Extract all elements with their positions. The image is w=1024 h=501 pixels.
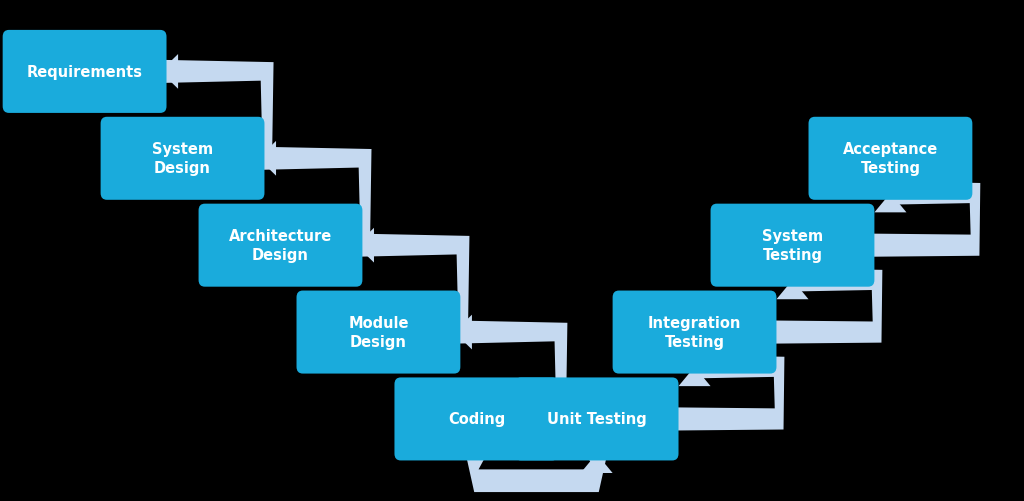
FancyBboxPatch shape xyxy=(394,378,558,460)
Polygon shape xyxy=(400,321,567,431)
Text: Acceptance
Testing: Acceptance Testing xyxy=(843,142,938,176)
Polygon shape xyxy=(106,61,273,170)
Polygon shape xyxy=(303,315,321,350)
Polygon shape xyxy=(106,142,125,176)
Polygon shape xyxy=(770,269,883,344)
FancyBboxPatch shape xyxy=(515,378,679,460)
Text: Architecture
Design: Architecture Design xyxy=(228,229,332,263)
Text: Requirements: Requirements xyxy=(27,65,142,80)
Text: Unit Testing: Unit Testing xyxy=(547,412,646,426)
Polygon shape xyxy=(874,194,906,213)
Polygon shape xyxy=(205,147,372,257)
Polygon shape xyxy=(776,281,809,300)
Polygon shape xyxy=(461,434,493,454)
Polygon shape xyxy=(205,228,222,263)
Polygon shape xyxy=(466,454,607,492)
Polygon shape xyxy=(356,228,374,263)
FancyBboxPatch shape xyxy=(809,118,973,200)
Polygon shape xyxy=(454,315,472,350)
Polygon shape xyxy=(673,356,784,431)
Text: Integration
Testing: Integration Testing xyxy=(648,316,741,349)
Polygon shape xyxy=(868,182,980,257)
Text: System
Design: System Design xyxy=(152,142,213,176)
FancyBboxPatch shape xyxy=(612,291,776,374)
Polygon shape xyxy=(679,367,711,386)
Text: System
Testing: System Testing xyxy=(762,229,823,263)
FancyBboxPatch shape xyxy=(711,204,874,287)
Polygon shape xyxy=(303,234,469,344)
Text: Coding: Coding xyxy=(447,412,505,426)
Polygon shape xyxy=(161,55,178,90)
Polygon shape xyxy=(581,454,612,473)
Polygon shape xyxy=(258,142,276,176)
FancyBboxPatch shape xyxy=(297,291,461,374)
FancyBboxPatch shape xyxy=(3,31,167,114)
Text: Module
Design: Module Design xyxy=(348,316,409,349)
Polygon shape xyxy=(400,402,419,436)
FancyBboxPatch shape xyxy=(199,204,362,287)
FancyBboxPatch shape xyxy=(100,118,264,200)
